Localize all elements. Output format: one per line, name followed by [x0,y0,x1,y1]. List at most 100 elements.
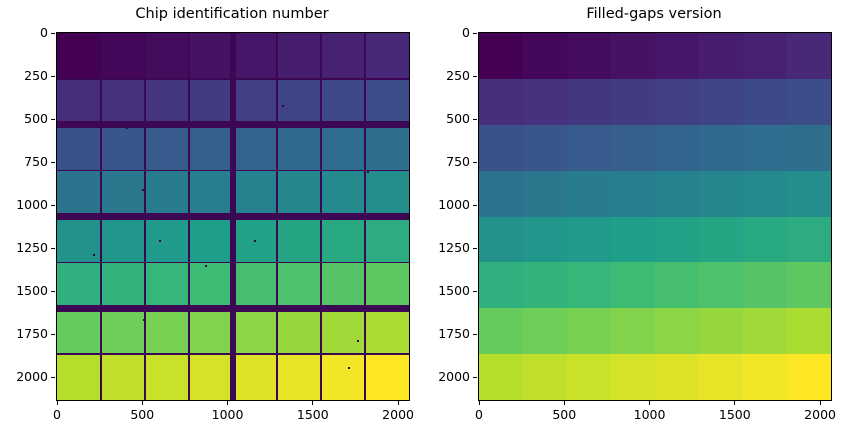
x-tick-mark [734,401,736,405]
heatmap-cell [101,78,145,125]
heatmap-cell [101,124,145,171]
heatmap-cell [145,308,189,355]
heatmap-cell [321,262,365,309]
heatmap-cell [321,170,365,217]
heatmap-cell [233,262,277,309]
heatmap-cell [365,124,409,171]
x-tick-label: 1000 [211,407,244,422]
heatmap-cell [321,33,365,79]
heatmap-cell [699,33,743,79]
heatmap-cell [743,124,787,171]
y-tick-mark [473,334,477,336]
heatmap-cell [743,308,787,355]
heatmap-cell [277,354,321,400]
heatmap-cell [611,308,655,355]
y-tick-label: 1750 [16,326,48,342]
heatmap-cell [101,262,145,309]
chip-gap-line-horizontal [57,353,409,355]
heatmap-cell [787,262,831,309]
heatmap-cell [189,216,233,263]
chip-gap-line-horizontal [57,304,409,312]
heatmap-cell [787,170,831,217]
heatmap-cell [365,262,409,309]
y-tick-mark [51,161,55,163]
y-tick-label: 2000 [16,369,48,385]
heatmap-cell [57,354,101,400]
x-tick-label: 1500 [718,407,751,422]
heatmap-cell [233,124,277,171]
x-tick-label: 2000 [804,407,836,422]
heatmap-cell [611,124,655,171]
heatmap-cell [321,124,365,171]
defect-pixel [282,105,285,108]
heatmap-cell [611,262,655,309]
chip-gap-line-vertical [364,33,366,400]
heatmap-cell [189,262,233,309]
heatmap-cell [277,124,321,171]
heatmap-cell [699,308,743,355]
heatmap-cell [479,33,523,79]
heatmap-cell [699,262,743,309]
heatmap-cell [655,216,699,263]
y-tick-label: 750 [24,153,48,169]
y-tick-mark [51,32,55,34]
heatmap-cell [101,308,145,355]
plot-title-filled-gaps: Filled-gaps version [586,6,722,22]
heatmap-cell [57,33,101,79]
y-tick-mark [51,377,55,379]
y-tick-label: 1250 [16,240,48,256]
x-tick-mark [312,401,314,405]
chip-gap-line-vertical [276,33,278,400]
x-tick-label: 1000 [633,407,666,422]
heatmap-cell [145,216,189,263]
y-tick-mark [51,334,55,336]
defect-pixel [254,239,257,242]
heatmap-cell [479,354,523,400]
y-tick-label: 1500 [438,283,470,299]
heatmap-cell [655,124,699,171]
chip-gap-line-horizontal [57,169,409,172]
heatmap-cell [611,78,655,125]
heatmap-cell [655,262,699,309]
heatmap-cell [523,262,567,309]
y-tick-mark [473,291,477,293]
heatmap-cell [189,124,233,171]
heatmap-cell [479,216,523,263]
y-tick-mark [473,248,477,250]
heatmap-cell [233,308,277,355]
heatmap-cell [611,33,655,79]
heatmap-cell [321,308,365,355]
y-tick-label: 1000 [438,196,470,212]
chip-gap-line-vertical [230,33,236,400]
heatmap-cell [743,216,787,263]
heatmap-cell [365,78,409,125]
heatmap-cell [567,124,611,171]
heatmap-cell [567,308,611,355]
heatmap-cell [523,78,567,125]
heatmap-cell [145,262,189,309]
chip-gap-line-vertical [188,33,190,400]
y-tick-mark [473,32,477,34]
heatmap-cell [321,354,365,400]
heatmap-cell [233,170,277,217]
x-tick-mark [227,401,229,405]
heatmap-cell [189,308,233,355]
chip-gap-line-horizontal [57,261,409,264]
y-tick-mark [473,75,477,77]
y-tick-label: 500 [24,110,48,126]
heatmap-cell [365,170,409,217]
heatmap-cell [277,78,321,125]
heatmap-cell [699,354,743,400]
heatmap-cell [655,170,699,217]
heatmap-cell [523,124,567,171]
heatmap-cell [523,216,567,263]
defect-pixel [348,366,351,369]
heatmap-cell [189,170,233,217]
heatmap-cell [567,78,611,125]
heatmap-cell [145,33,189,79]
heatmap-cell [787,354,831,400]
heatmap-cell [57,308,101,355]
heatmap-cell [101,33,145,79]
